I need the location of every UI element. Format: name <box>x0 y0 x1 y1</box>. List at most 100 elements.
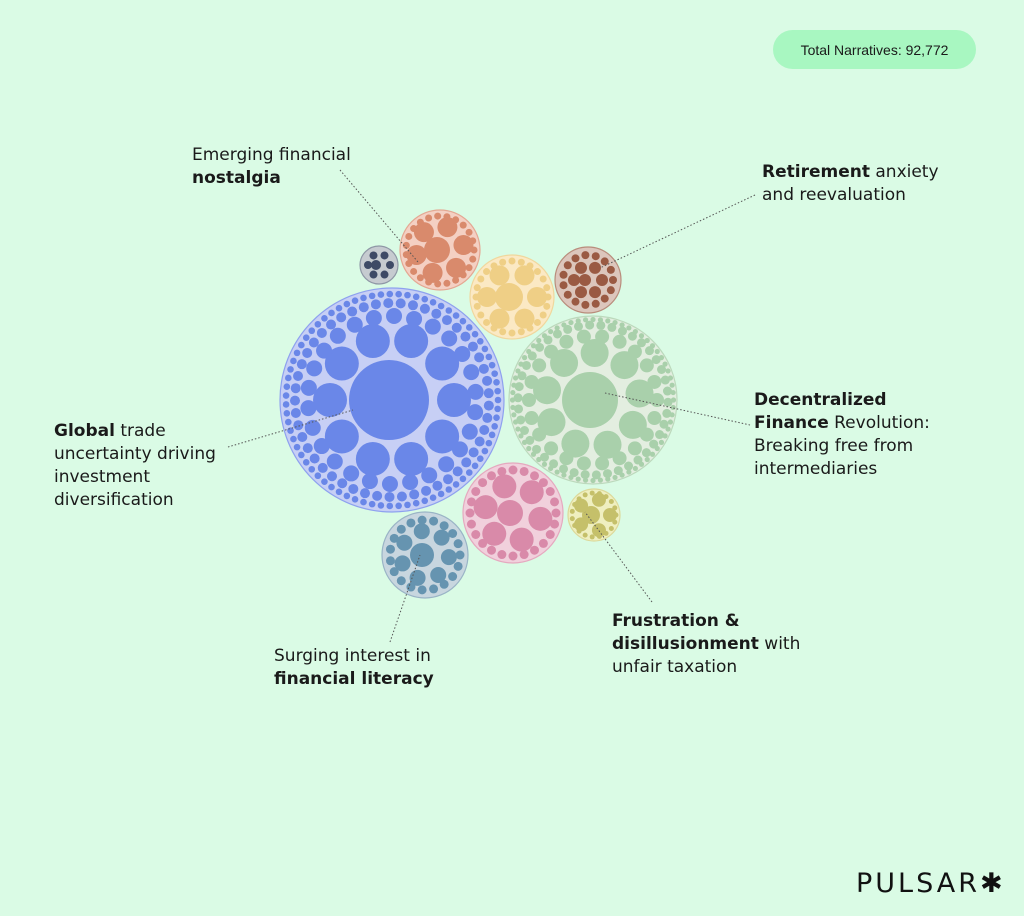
sub-bubble <box>659 419 669 429</box>
sub-bubble <box>596 320 606 330</box>
sub-bubble <box>526 262 534 270</box>
sub-bubble <box>287 366 294 373</box>
label-bold: Retirement <box>762 162 870 182</box>
sub-bubble <box>612 505 618 511</box>
sub-bubble <box>433 529 450 546</box>
sub-bubble <box>563 261 572 270</box>
sub-bubble <box>572 522 578 528</box>
sub-bubble <box>434 212 442 220</box>
sub-bubble <box>494 396 502 404</box>
sub-bubble <box>518 433 524 439</box>
sub-bubble <box>490 324 498 332</box>
sub-bubble <box>365 309 382 326</box>
sub-bubble <box>639 358 654 373</box>
sub-bubble <box>550 497 560 507</box>
sub-bubble <box>600 294 609 303</box>
sub-bubble <box>452 216 460 224</box>
label-text: Emerging financial <box>192 145 351 165</box>
sub-bubble <box>508 329 516 337</box>
sub-bubble <box>590 316 596 323</box>
label-text: trade uncertainty driving investment div… <box>54 421 216 510</box>
sub-bubble <box>302 459 310 466</box>
sub-bubble <box>321 315 328 322</box>
sub-bubble <box>596 274 608 286</box>
sub-bubble <box>385 556 395 566</box>
total-narratives-text: Total Narratives: 92,772 <box>800 41 949 58</box>
sub-bubble <box>536 337 542 344</box>
sub-bubble <box>544 344 559 359</box>
label-emerging-nostalgia[interactable]: Emerging financial nostalgia <box>192 144 392 190</box>
sub-bubble <box>517 328 525 336</box>
sub-bubble <box>443 474 454 485</box>
sub-bubble <box>468 447 479 458</box>
sub-bubble <box>662 408 672 418</box>
sub-bubble <box>512 375 519 381</box>
sub-bubble <box>461 457 472 468</box>
sub-bubble <box>478 478 488 488</box>
sub-bubble <box>530 343 537 349</box>
sub-bubble <box>589 490 595 496</box>
sub-bubble <box>465 469 473 476</box>
sub-bubble <box>425 346 460 381</box>
label-financial-literacy[interactable]: Surging interest in financial literacy <box>274 645 474 691</box>
sub-bubble <box>328 309 335 317</box>
sub-bubble <box>568 319 574 326</box>
sub-bubble <box>478 363 489 374</box>
sub-bubble <box>559 464 569 474</box>
sub-bubble <box>508 465 518 475</box>
sub-bubble <box>406 518 416 528</box>
sub-bubble <box>351 496 359 503</box>
sub-bubble <box>421 295 429 303</box>
sub-bubble <box>346 316 363 333</box>
sub-bubble <box>360 498 367 506</box>
sub-bubble <box>407 300 418 311</box>
sub-bubble <box>532 427 547 442</box>
sub-bubble <box>324 346 359 381</box>
sub-bubble <box>585 320 595 330</box>
label-decentralized-finance[interactable]: Decentralized Finance Revolution: Breaki… <box>754 389 959 481</box>
sub-bubble <box>603 494 609 500</box>
leader-line <box>389 554 421 643</box>
label-retirement-anxiety[interactable]: Retirement anxiety and reevaluation <box>762 161 962 207</box>
sub-bubble <box>608 526 614 532</box>
sub-bubble <box>544 293 552 301</box>
sub-bubble <box>524 411 539 426</box>
label-unfair-taxation[interactable]: Frustration & disillusionment with unfai… <box>612 610 812 679</box>
sub-bubble <box>396 524 406 534</box>
sub-bubble <box>485 439 493 447</box>
sub-bubble <box>389 567 399 577</box>
sub-bubble <box>460 331 471 342</box>
sub-bubble <box>409 489 420 500</box>
sub-bubble <box>591 252 600 261</box>
sub-bubble <box>545 487 555 496</box>
sub-bubble <box>283 383 291 391</box>
sub-bubble <box>541 333 548 339</box>
sub-bubble <box>478 538 488 548</box>
sub-bubble <box>290 408 301 419</box>
sub-bubble <box>285 374 292 382</box>
sub-bubble <box>540 452 550 462</box>
sub-bubble <box>649 451 656 457</box>
label-global-trade[interactable]: Global trade uncertainty driving investm… <box>54 420 239 512</box>
sub-bubble <box>508 257 516 265</box>
sub-bubble <box>473 302 481 310</box>
sub-bubble <box>308 327 316 335</box>
sub-bubble <box>335 488 343 496</box>
sub-bubble <box>459 475 467 483</box>
sub-bubble <box>576 329 591 344</box>
sub-bubble <box>459 271 467 279</box>
sub-bubble <box>437 490 445 498</box>
sub-bubble <box>360 294 367 302</box>
sub-bubble <box>343 465 360 482</box>
sub-bubble <box>654 445 660 452</box>
sub-bubble <box>665 426 671 432</box>
sub-bubble <box>463 364 480 381</box>
sub-bubble <box>492 474 517 499</box>
sub-bubble <box>377 291 385 298</box>
sub-bubble <box>600 257 609 266</box>
sub-bubble <box>304 419 321 436</box>
sub-bubble <box>530 451 537 457</box>
sub-bubble <box>306 360 323 377</box>
sub-bubble <box>395 290 402 298</box>
sub-bubble <box>494 405 501 413</box>
